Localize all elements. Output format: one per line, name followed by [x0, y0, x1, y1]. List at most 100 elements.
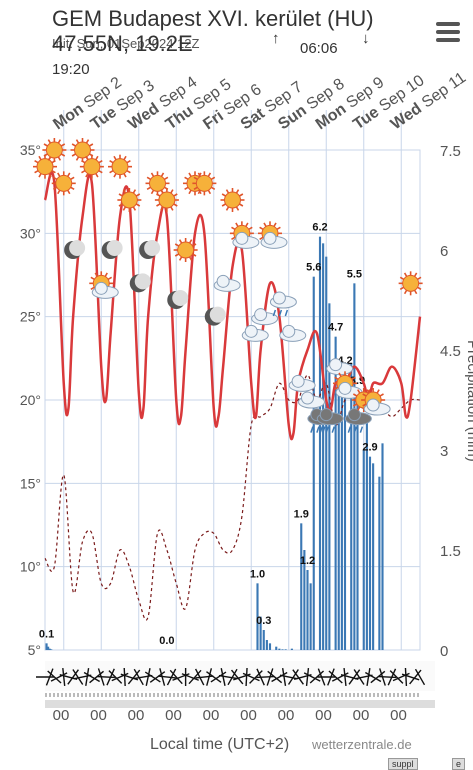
precip-bar — [262, 630, 265, 650]
sun-weather-icon — [173, 238, 198, 262]
wind-arrow — [127, 669, 141, 685]
sun-weather-icon — [51, 171, 76, 196]
precip-data-label: 5.6 — [306, 262, 321, 274]
sun-weather-icon — [79, 154, 104, 179]
precip-bar — [306, 570, 309, 650]
cloud-puff — [329, 358, 343, 372]
x-tick-label: 00 — [90, 707, 107, 724]
moon-weather-icon — [204, 306, 226, 326]
wind-arrow — [364, 671, 382, 683]
wind-arrow — [50, 672, 68, 682]
sun-ray — [126, 169, 131, 174]
init-time: Init: Sun, 01Sep2024 12Z — [52, 36, 200, 51]
wind-arrow — [348, 669, 361, 685]
thunder-weather-icon — [344, 408, 372, 433]
sun-ray — [170, 206, 174, 211]
sun-ray — [57, 172, 61, 177]
sun-ray — [173, 203, 178, 207]
sun-ray — [192, 243, 197, 247]
sun-ray — [43, 143, 48, 147]
moon-shade — [106, 240, 123, 256]
sun-ray — [98, 159, 103, 164]
sun-ray — [174, 253, 180, 257]
precip-bar — [309, 583, 312, 650]
y-right-tick: 3 — [440, 443, 448, 460]
sun-cloud-weather-icon — [361, 388, 391, 416]
sun-ray — [52, 176, 58, 181]
sun-ray — [188, 172, 192, 177]
sun-ray — [95, 155, 99, 161]
wind-arrow — [227, 668, 238, 686]
wind-arrow — [108, 670, 123, 684]
precip-bar — [303, 550, 306, 650]
sun-ray — [164, 176, 169, 181]
rain-drop — [284, 309, 289, 317]
wind-arrow — [123, 667, 126, 687]
wind-arrow — [111, 672, 129, 682]
sun-disc — [36, 158, 54, 176]
precip-bar — [334, 336, 337, 650]
sun-ray — [156, 203, 161, 207]
sun-ray — [231, 236, 236, 241]
sun-disc — [74, 141, 91, 159]
wind-arrow — [387, 668, 397, 686]
sun-ray — [126, 159, 131, 164]
sun-ray — [160, 206, 164, 211]
cloud-puff — [338, 381, 352, 395]
sun-disc — [55, 174, 73, 192]
precip-bar — [365, 416, 368, 650]
y-left-tick: 35° — [20, 142, 41, 158]
cloud-weather-icon — [251, 308, 279, 326]
sun-ray — [75, 139, 80, 144]
sun-disc — [45, 141, 63, 159]
precip-bar — [265, 640, 268, 650]
sun-ray — [104, 272, 108, 277]
x-tick-label: 00 — [165, 707, 182, 724]
wind-arrow — [45, 668, 54, 686]
wind-arrow — [47, 670, 62, 684]
wind-arrow — [166, 668, 177, 686]
sun-ray — [276, 226, 281, 231]
sun-ray — [122, 206, 127, 211]
extra-button[interactable]: e — [452, 758, 466, 770]
sun-weather-icon — [108, 154, 132, 179]
sun-ray — [403, 272, 408, 277]
precip-bar — [47, 646, 50, 650]
sun-ray — [184, 176, 189, 181]
sun-ray — [123, 173, 127, 178]
wind-arrow — [89, 670, 104, 684]
rain-drop — [319, 426, 323, 433]
sun-ray — [207, 172, 212, 177]
wind-arrow — [133, 668, 144, 686]
rain-drop — [331, 426, 335, 433]
precip-bar — [300, 523, 303, 650]
wind-arrow — [256, 675, 275, 679]
x-tick-label: 00 — [278, 707, 295, 724]
sun-ray — [193, 186, 198, 191]
sun-ray — [192, 253, 197, 257]
sun-ray — [263, 222, 267, 227]
moon-weather-icon — [167, 290, 189, 309]
wind-strip — [45, 661, 435, 691]
rain-drop — [359, 426, 364, 433]
sunset-time: 19:20 — [52, 61, 90, 78]
credit-link[interactable]: wetterzentrale.de — [312, 737, 412, 752]
sun-cloud-weather-icon — [229, 221, 260, 249]
wind-arrow — [145, 668, 151, 686]
wind-arrow — [401, 673, 420, 681]
wind-arrow — [149, 671, 166, 683]
y-left-tick: 20° — [20, 392, 41, 408]
sun-ray — [413, 289, 418, 295]
wind-arrow — [287, 669, 299, 685]
menu-icon[interactable] — [436, 22, 460, 42]
sun-ray — [417, 286, 422, 291]
wind-arrow — [230, 669, 244, 685]
precip-bar — [275, 646, 278, 650]
sun-ray — [48, 173, 52, 178]
sun-weather-icon — [192, 171, 217, 196]
precip-bar — [356, 390, 359, 650]
sun-ray — [60, 153, 66, 157]
supplement-button[interactable]: suppl — [388, 758, 418, 770]
x-tick-label: 00 — [128, 707, 145, 724]
sun-ray — [362, 393, 367, 397]
